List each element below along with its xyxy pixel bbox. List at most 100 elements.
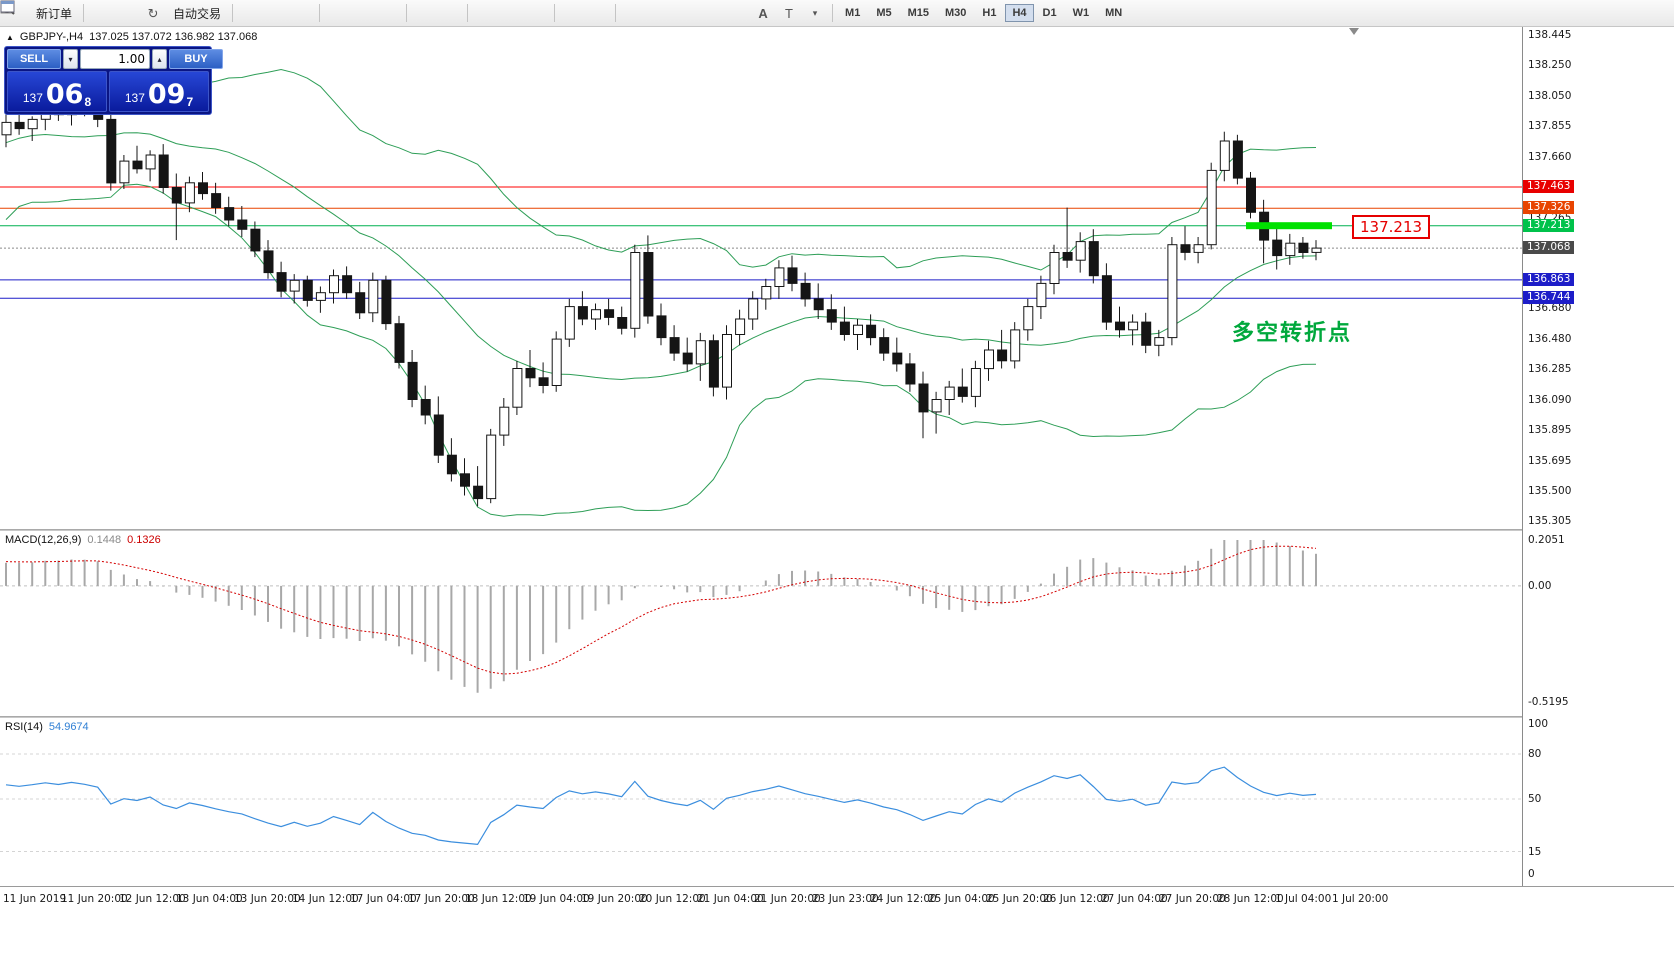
vertical-line-icon[interactable] (4, 1, 645, 25)
text-label-icon[interactable]: T (785, 5, 793, 21)
auto-arrange-icon[interactable] (0, 1, 436, 25)
price-tag: 136.863 (1523, 273, 1575, 286)
indicators-icon[interactable] (1, 1, 497, 25)
shapes-dropdown-icon[interactable]: ▾ (812, 7, 818, 18)
fibonacci-icon[interactable] (0, 1, 749, 25)
price-tick: 135.895 (1528, 424, 1572, 436)
timeframe-d1-button[interactable]: D1 (1042, 7, 1057, 19)
macd-chart[interactable] (0, 531, 1522, 716)
time-label: 17 Jun 04:00 (350, 893, 417, 905)
timeframe-mn-button[interactable]: MN (1105, 7, 1123, 19)
separator (83, 4, 85, 22)
equidistant-channel-icon[interactable] (0, 0, 723, 25)
zoom-out-icon[interactable] (1, 1, 375, 25)
trendline-icon[interactable] (0, 0, 697, 25)
timeframe-toolbar: M1 M5 M15 M30 H1 H4 D1 W1 MN (837, 4, 1130, 22)
timeframe-m30-button[interactable]: M30 (945, 7, 967, 19)
rsi-chart[interactable] (0, 718, 1522, 886)
profile-icon[interactable] (0, 0, 113, 25)
toolbar-right-group (0, 0, 1671, 25)
autotrading-button[interactable]: 自动交易 (1, 1, 227, 25)
line-chart-icon[interactable] (0, 1, 314, 25)
rsi-scale-tick: 15 (1528, 846, 1542, 858)
time-label: 12 Jun 12:00 (119, 893, 186, 905)
panel-splitter[interactable] (0, 529, 1674, 531)
timeframe-m15-button[interactable]: M15 (907, 7, 929, 19)
buy-price-display[interactable]: 137 09 7 (109, 71, 209, 112)
refresh-icon[interactable]: ↻ (147, 5, 159, 21)
time-label: 14 Jun 12:00 (292, 893, 359, 905)
timeframe-w1-button[interactable]: W1 (1072, 7, 1090, 19)
price-tag: 137.326 (1523, 201, 1575, 214)
price-chart-panel[interactable]: ▲ GBPJPY-,H4 137.025 137.072 136.982 137… (0, 27, 1522, 529)
rsi-scale-tick: 80 (1528, 748, 1542, 760)
time-label: 23 Jun 23:00 (812, 893, 879, 905)
time-label: 26 Jun 12:00 (1043, 893, 1110, 905)
rsi-panel[interactable]: RSI(14) 54.9674 (0, 718, 1522, 886)
time-label: 13 Jun 20:00 (234, 893, 301, 905)
time-label: 25 Jun 20:00 (986, 893, 1053, 905)
macd-scale-tick: 0.00 (1528, 580, 1552, 592)
cursor-icon[interactable] (2, 1, 584, 25)
search-icon[interactable] (0, 0, 1644, 25)
market-watch-icon[interactable] (0, 0, 139, 25)
price-tick: 136.285 (1528, 363, 1572, 375)
buy-button[interactable]: BUY (169, 49, 223, 69)
rsi-scale-tick: 100 (1528, 718, 1549, 730)
time-label: 25 Jun 04:00 (928, 893, 995, 905)
separator (232, 4, 234, 22)
ohlc-values: 137.025 137.072 136.982 137.068 (89, 31, 258, 43)
volume-dropdown-icon[interactable]: ▾ (63, 49, 78, 69)
price-axis[interactable]: 138.445 138.250 138.050 137.855 137.660 137.2… (1522, 27, 1674, 886)
rsi-scale-tick: 50 (1528, 793, 1542, 805)
new-window-icon[interactable] (0, 0, 1670, 25)
price-tick: 137.855 (1528, 120, 1572, 132)
timeframe-h4-button[interactable]: H4 (1005, 4, 1034, 22)
zoom-in-icon[interactable] (1, 1, 349, 25)
separator (832, 4, 834, 22)
panel-splitter[interactable] (0, 886, 1674, 887)
volume-stepper-icon[interactable]: ▴ (152, 49, 167, 69)
price-callout-label[interactable]: 137.213 (1352, 215, 1431, 239)
text-tool-icon[interactable]: A (758, 5, 768, 21)
time-label: 11 Jun 20:00 (61, 893, 128, 905)
sell-price-display[interactable]: 137 06 8 (7, 71, 107, 112)
timeframe-m5-button[interactable]: M5 (876, 7, 892, 19)
time-label: 28 Jun 12:00 (1217, 893, 1284, 905)
chart-window: ▲ GBPJPY-,H4 137.025 137.072 136.982 137… (0, 27, 1674, 953)
price-tag: 137.463 (1523, 180, 1575, 193)
time-label: 18 Jun 12:00 (465, 893, 532, 905)
macd-panel[interactable]: MACD(12,26,9) 0.1448 0.1326 (0, 531, 1522, 716)
candlestick-chart[interactable] (0, 27, 1522, 529)
macd-label: MACD(12,26,9) 0.1448 0.1326 (5, 534, 161, 546)
sell-button[interactable]: SELL (7, 49, 61, 69)
price-tick: 136.090 (1528, 394, 1572, 406)
horizontal-line-icon[interactable] (1, 2, 671, 25)
timeframe-m1-button[interactable]: M1 (845, 7, 861, 19)
price-tick: 135.695 (1528, 455, 1572, 467)
time-label: 19 Jun 04:00 (523, 893, 590, 905)
price-tag: 137.068 (1523, 241, 1575, 254)
time-axis[interactable]: 11 Jun 2019 11 Jun 20:00 12 Jun 12:00 13 Ju… (0, 887, 1674, 953)
separator (615, 4, 617, 22)
bar-chart-icon[interactable] (1, 1, 262, 25)
timeframe-h1-button[interactable]: H1 (982, 7, 997, 19)
separator (406, 4, 408, 22)
tile-windows-icon[interactable] (0, 0, 401, 25)
crosshair-icon[interactable] (1, 1, 610, 25)
volume-input[interactable] (80, 49, 150, 69)
periods-icon[interactable] (1, 1, 523, 25)
new-order-button[interactable]: 新订单 (0, 0, 78, 25)
cascade-windows-icon[interactable] (0, 0, 462, 25)
templates-icon[interactable] (0, 0, 549, 25)
panel-splitter[interactable] (0, 716, 1674, 718)
direction-arrow-icon: ▲ (6, 33, 14, 42)
macd-scale-tick: -0.5195 (1528, 696, 1569, 708)
rsi-label: RSI(14) 54.9674 (5, 721, 89, 733)
turning-point-annotation[interactable]: 多空转折点 (1232, 320, 1353, 345)
time-label: 24 Jun 12:00 (870, 893, 937, 905)
price-tick: 138.050 (1528, 90, 1572, 102)
price-tick: 137.660 (1528, 151, 1572, 163)
candlestick-chart-icon[interactable] (1, 1, 288, 25)
chart-shift-marker[interactable] (1349, 28, 1359, 35)
